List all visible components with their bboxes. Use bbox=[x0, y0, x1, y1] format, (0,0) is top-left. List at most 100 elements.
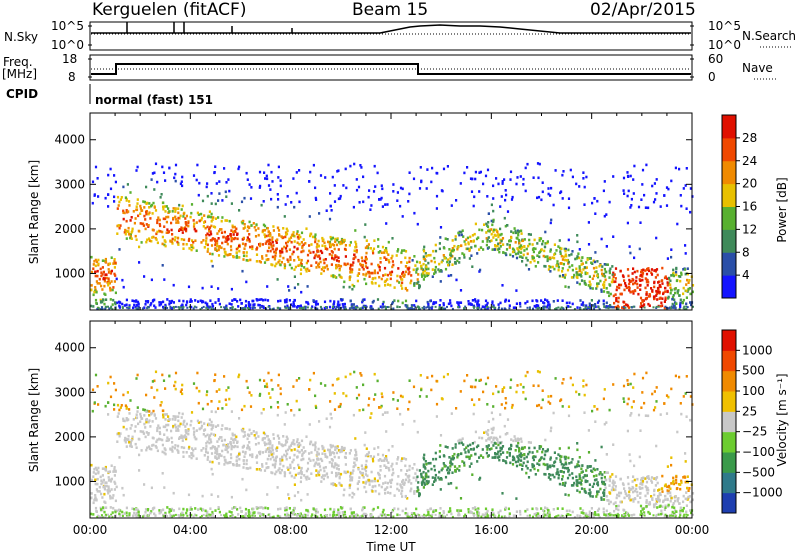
power-cell bbox=[518, 245, 521, 249]
power-cell bbox=[133, 303, 136, 307]
power-cell bbox=[138, 245, 141, 249]
power-cell bbox=[167, 215, 170, 219]
power-cell bbox=[514, 306, 517, 309]
power-cell bbox=[293, 245, 296, 249]
power-cell bbox=[277, 198, 280, 201]
velocity-cell bbox=[496, 438, 499, 442]
velocity-cell bbox=[159, 510, 163, 514]
power-cell bbox=[491, 301, 494, 305]
velocity-cell bbox=[360, 464, 363, 467]
velocity-cell bbox=[507, 507, 510, 511]
power-cell bbox=[578, 266, 581, 270]
velocity-cell bbox=[337, 468, 340, 471]
velocity-cell bbox=[210, 493, 213, 496]
velocity-cell bbox=[337, 464, 340, 467]
power-cell bbox=[344, 263, 348, 267]
velocity-cell bbox=[533, 467, 536, 471]
velocity-cell bbox=[379, 513, 382, 517]
power-cell bbox=[514, 231, 518, 235]
power-cell bbox=[603, 214, 606, 218]
power-cell bbox=[440, 269, 443, 272]
power-cell bbox=[452, 248, 455, 252]
velocity-cell bbox=[97, 403, 100, 406]
velocity-cell bbox=[324, 452, 327, 456]
velocity-cell bbox=[684, 452, 687, 455]
velocity-cell bbox=[630, 405, 633, 409]
velocity-cell bbox=[469, 443, 472, 447]
power-cell bbox=[358, 268, 361, 271]
velocity-cell bbox=[625, 511, 628, 514]
velocity-cell bbox=[526, 508, 529, 511]
power-cell bbox=[365, 239, 368, 242]
velocity-cell bbox=[220, 436, 223, 439]
velocity-cell bbox=[439, 444, 442, 447]
velocity-cell bbox=[628, 490, 631, 494]
velocity-cell bbox=[382, 513, 385, 517]
velocity-cell bbox=[185, 431, 188, 435]
power-cell bbox=[561, 270, 564, 273]
power-cell bbox=[646, 267, 649, 271]
velocity-cell bbox=[249, 453, 252, 457]
power-cell bbox=[188, 247, 191, 250]
velocity-cell bbox=[151, 436, 154, 440]
velocity-cell bbox=[455, 486, 458, 490]
power-cell bbox=[408, 171, 411, 174]
power-cell bbox=[220, 231, 224, 234]
velocity-cell bbox=[503, 386, 506, 389]
velocity-cell bbox=[410, 482, 413, 485]
power-cell bbox=[322, 258, 325, 262]
velocity-cell bbox=[679, 402, 682, 405]
velocity-cell bbox=[516, 455, 519, 458]
power-cell bbox=[191, 239, 194, 242]
velocity-cell bbox=[94, 472, 97, 476]
velocity-cell bbox=[608, 484, 611, 487]
power-cell bbox=[164, 305, 167, 308]
power-cell bbox=[283, 299, 287, 302]
power-cell bbox=[377, 238, 380, 241]
velocity-cell bbox=[96, 482, 99, 486]
power-cell bbox=[503, 178, 506, 181]
velocity-cell bbox=[133, 511, 136, 515]
power-cell bbox=[609, 306, 611, 309]
power-cell bbox=[549, 250, 552, 253]
velocity-cell bbox=[92, 501, 95, 505]
power-cell bbox=[489, 306, 492, 309]
velocity-cell bbox=[225, 389, 228, 392]
velocity-cell bbox=[423, 453, 426, 457]
power-cell bbox=[538, 162, 541, 166]
power-cell bbox=[373, 164, 376, 168]
power-cell bbox=[657, 288, 660, 292]
power-cell bbox=[263, 171, 266, 174]
velocity-cell bbox=[509, 386, 512, 389]
power-cell bbox=[630, 280, 633, 283]
power-cell bbox=[532, 176, 535, 179]
velocity-cell bbox=[480, 454, 483, 457]
power-cell bbox=[215, 249, 219, 252]
power-cell bbox=[205, 185, 208, 189]
velocity-cell bbox=[604, 486, 607, 490]
power-cell bbox=[419, 166, 422, 169]
velocity-cell bbox=[438, 478, 441, 481]
power-cell bbox=[105, 298, 108, 301]
power-cell bbox=[460, 233, 463, 237]
velocity-cell bbox=[116, 415, 119, 418]
power-cell bbox=[663, 276, 667, 280]
velocity-cell bbox=[553, 451, 556, 454]
power-cell bbox=[298, 263, 301, 267]
velocity-cell bbox=[486, 376, 490, 380]
velocity-cell bbox=[454, 446, 457, 449]
power-cell bbox=[134, 305, 137, 309]
power-cell bbox=[142, 200, 145, 203]
power-cell bbox=[594, 303, 597, 306]
velocity-cell bbox=[442, 375, 446, 379]
power-cell bbox=[629, 206, 632, 209]
power-cell bbox=[590, 299, 593, 302]
power-cell bbox=[329, 235, 332, 239]
velocity-cell bbox=[313, 464, 316, 468]
power-cell bbox=[420, 264, 423, 268]
power-cell bbox=[335, 243, 339, 247]
power-cell bbox=[247, 301, 250, 304]
power-cell bbox=[411, 307, 414, 310]
velocity-cell bbox=[164, 387, 167, 390]
velocity-cell bbox=[403, 481, 406, 485]
